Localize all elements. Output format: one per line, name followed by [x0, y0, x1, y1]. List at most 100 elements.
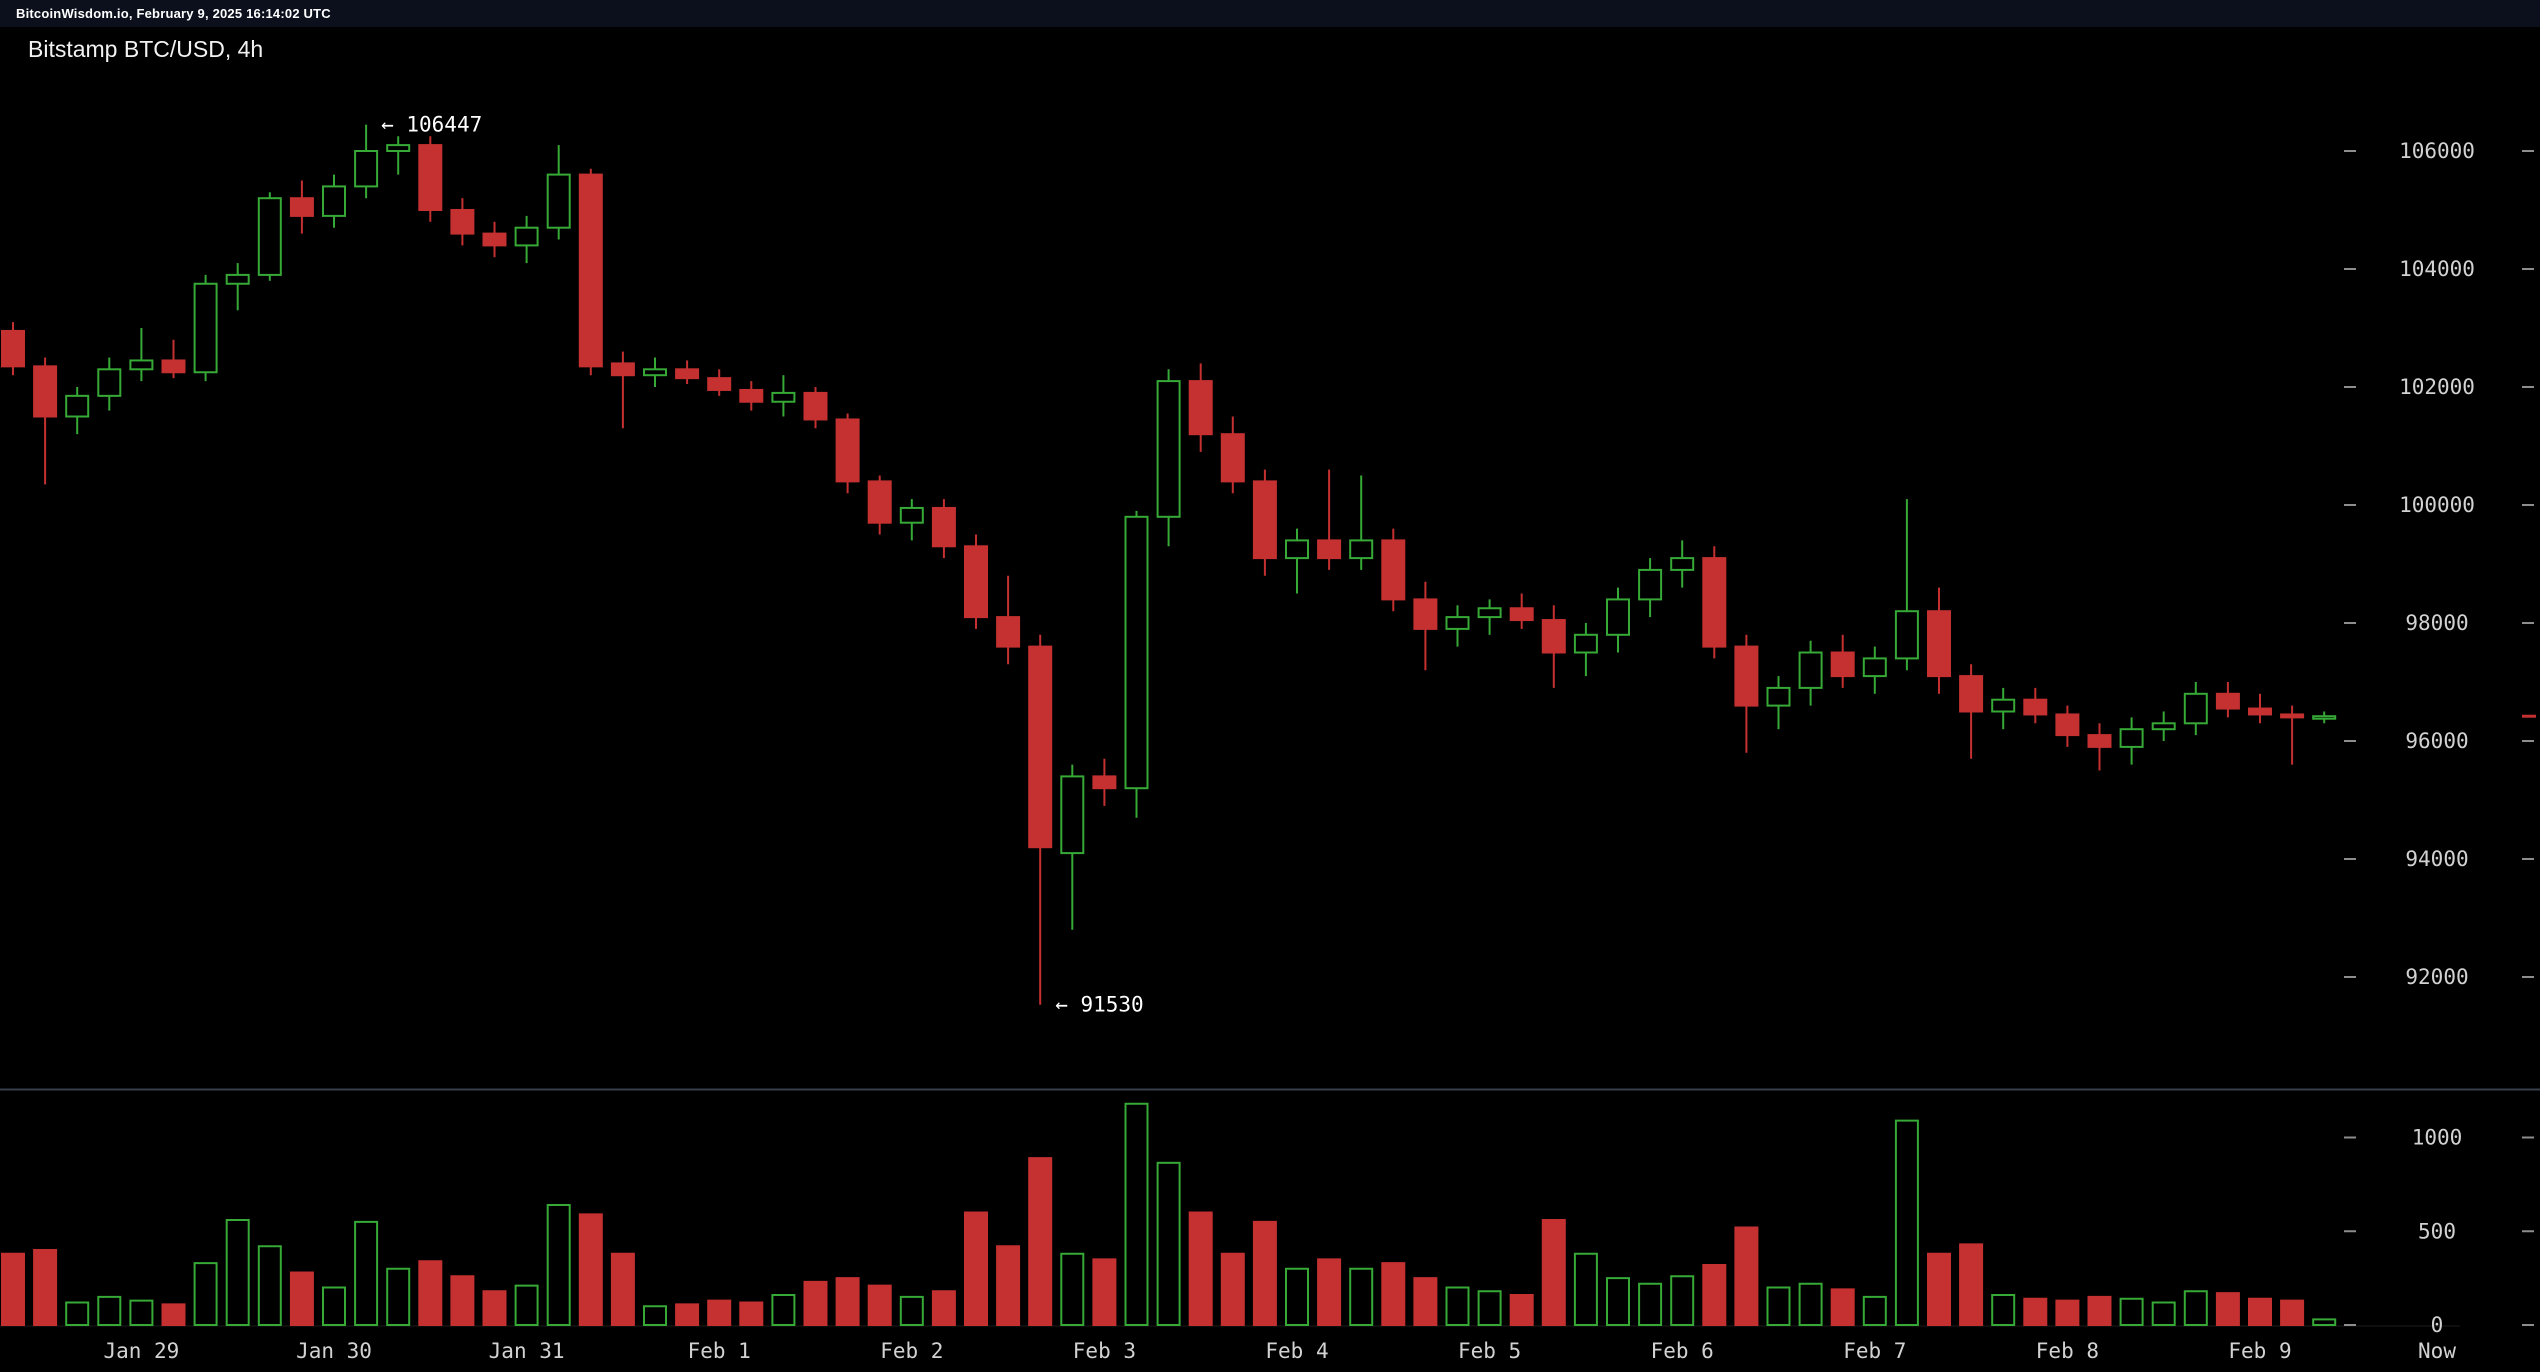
- candle-body[interactable]: [1252, 480, 1277, 560]
- candle-body[interactable]: [1798, 651, 1823, 689]
- volume-bar[interactable]: [771, 1294, 796, 1326]
- candle-body[interactable]: [193, 282, 218, 374]
- volume-bar[interactable]: [386, 1267, 411, 1326]
- candle-body[interactable]: [643, 368, 667, 377]
- candle-body[interactable]: [1220, 433, 1245, 483]
- candle-body[interactable]: [225, 273, 250, 285]
- candle-body[interactable]: [1734, 645, 1759, 707]
- volume-bar[interactable]: [1124, 1102, 1149, 1326]
- candle-body[interactable]: [1638, 568, 1663, 601]
- candle-body[interactable]: [418, 144, 443, 212]
- volume-bar[interactable]: [1798, 1282, 1823, 1326]
- candle-body[interactable]: [1060, 775, 1085, 855]
- candle-body[interactable]: [1156, 380, 1181, 518]
- candle-body[interactable]: [610, 362, 635, 377]
- candle-body[interactable]: [1124, 515, 1149, 790]
- candle-body[interactable]: [1927, 610, 1951, 678]
- candle-body[interactable]: [2215, 692, 2240, 710]
- volume-bar[interactable]: [1413, 1277, 1438, 1326]
- candle-body[interactable]: [578, 173, 603, 368]
- volume-bar[interactable]: [33, 1249, 58, 1326]
- candle-body[interactable]: [1349, 539, 1374, 560]
- candle-body[interactable]: [1606, 598, 1630, 636]
- volume-bar[interactable]: [1156, 1161, 1181, 1326]
- volume-bar[interactable]: [289, 1271, 314, 1326]
- candle-body[interactable]: [1894, 610, 1919, 660]
- volume-bar[interactable]: [578, 1213, 603, 1326]
- candle-body[interactable]: [1670, 557, 1695, 571]
- volume-bar[interactable]: [1862, 1295, 1887, 1326]
- volume-bar[interactable]: [2119, 1297, 2144, 1326]
- volume-bar[interactable]: [354, 1220, 379, 1326]
- candle-body[interactable]: [2087, 734, 2112, 748]
- candle-body[interactable]: [514, 226, 539, 247]
- candle-body[interactable]: [289, 197, 314, 217]
- candle-body[interactable]: [707, 377, 732, 391]
- volume-bar[interactable]: [2055, 1299, 2080, 1326]
- volume-bar[interactable]: [1477, 1290, 1502, 1326]
- candle-body[interactable]: [867, 480, 892, 524]
- volume-bar[interactable]: [1285, 1267, 1309, 1326]
- volume-bar[interactable]: [1734, 1226, 1759, 1326]
- volume-bar[interactable]: [225, 1219, 250, 1326]
- volume-bar[interactable]: [1028, 1157, 1053, 1326]
- candle-body[interactable]: [675, 368, 700, 380]
- candle-body[interactable]: [803, 391, 828, 421]
- volume-bar[interactable]: [1445, 1286, 1470, 1326]
- candle-body[interactable]: [2055, 713, 2080, 737]
- candle-body[interactable]: [1541, 619, 1566, 654]
- volume-bar[interactable]: [2280, 1299, 2305, 1326]
- candle-body[interactable]: [1477, 607, 1502, 619]
- volume-bar[interactable]: [2023, 1297, 2048, 1326]
- volume-bar[interactable]: [1060, 1252, 1085, 1326]
- candle-body[interactable]: [482, 232, 507, 247]
- candle-body[interactable]: [1317, 539, 1342, 560]
- volume-bar[interactable]: [2215, 1292, 2240, 1326]
- volume-bar[interactable]: [803, 1280, 828, 1326]
- candle-body[interactable]: [1959, 675, 1984, 713]
- volume-bar[interactable]: [1670, 1275, 1695, 1326]
- volume-bar[interactable]: [65, 1301, 90, 1326]
- volume-bar[interactable]: [1606, 1277, 1630, 1326]
- volume-bar[interactable]: [1509, 1294, 1534, 1326]
- candle-body[interactable]: [386, 144, 411, 153]
- candle-body[interactable]: [771, 391, 796, 403]
- volume-bar[interactable]: [1927, 1252, 1951, 1326]
- candle-body[interactable]: [33, 365, 58, 418]
- candle-body[interactable]: [899, 506, 924, 524]
- volume-bar[interactable]: [129, 1299, 154, 1326]
- volume-bar[interactable]: [1766, 1286, 1791, 1326]
- volume-bar[interactable]: [2183, 1290, 2208, 1326]
- volume-bar[interactable]: [835, 1277, 860, 1326]
- candle-body[interactable]: [1766, 686, 1791, 707]
- volume-bar[interactable]: [675, 1303, 700, 1326]
- volume-bar[interactable]: [610, 1252, 635, 1326]
- volume-bar[interactable]: [707, 1299, 732, 1326]
- volume-bar[interactable]: [322, 1286, 346, 1326]
- candle-body[interactable]: [322, 185, 346, 217]
- volume-bar[interactable]: [1541, 1219, 1566, 1326]
- volume-bar[interactable]: [1959, 1243, 1984, 1326]
- candle-body[interactable]: [450, 209, 475, 235]
- volume-bar[interactable]: [931, 1290, 956, 1326]
- volume-bar[interactable]: [1317, 1258, 1342, 1326]
- volume-bar[interactable]: [450, 1275, 475, 1326]
- volume-bar[interactable]: [1349, 1267, 1374, 1326]
- volume-bar[interactable]: [257, 1245, 282, 1326]
- volume-bar[interactable]: [193, 1262, 218, 1326]
- candle-body[interactable]: [1285, 539, 1309, 560]
- volume-bar[interactable]: [964, 1211, 988, 1326]
- candle-body[interactable]: [65, 394, 90, 418]
- volume-bar[interactable]: [1381, 1262, 1406, 1326]
- candle-body[interactable]: [354, 150, 379, 188]
- volume-bar[interactable]: [2087, 1295, 2112, 1326]
- candle-body[interactable]: [1862, 657, 1887, 678]
- candle-body[interactable]: [161, 359, 186, 374]
- candle-body[interactable]: [1830, 651, 1855, 678]
- volume-bar[interactable]: [97, 1295, 122, 1326]
- candle-body[interactable]: [2183, 692, 2208, 725]
- volume-bar[interactable]: [418, 1260, 443, 1326]
- candle-body[interactable]: [2151, 722, 2176, 731]
- candle-body[interactable]: [835, 418, 860, 483]
- candle-body[interactable]: [1413, 598, 1438, 630]
